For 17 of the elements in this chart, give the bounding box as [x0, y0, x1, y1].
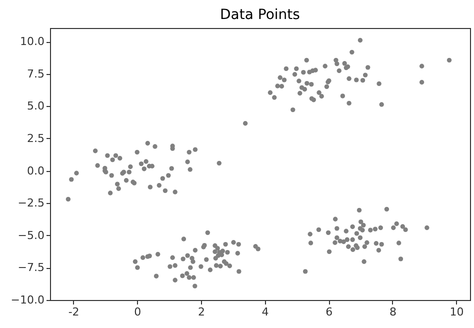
y-tick-label: −7.5: [18, 261, 44, 274]
x-tick-label: 10: [450, 306, 464, 318]
x-tick-label: 4: [262, 306, 269, 318]
y-tick-label: 2.5: [27, 132, 44, 145]
y-tick-label: −10.0: [10, 294, 44, 306]
x-tick-label: 2: [198, 306, 205, 318]
y-tick-label: 10.0: [20, 35, 44, 48]
y-tick-label: 7.5: [27, 67, 44, 80]
x-tick-label: 0: [134, 306, 142, 318]
y-tick-label: 0.0: [27, 164, 44, 178]
y-tick-label: −5.0: [18, 228, 44, 242]
x-tick-label: 8: [389, 306, 396, 318]
chart-title: Data Points: [220, 7, 300, 23]
x-tick-label: 6: [326, 306, 333, 318]
x-tick-label: -2: [68, 306, 80, 318]
y-tick-label: −2.5: [18, 196, 44, 210]
y-tick-label: 5.0: [27, 100, 44, 113]
